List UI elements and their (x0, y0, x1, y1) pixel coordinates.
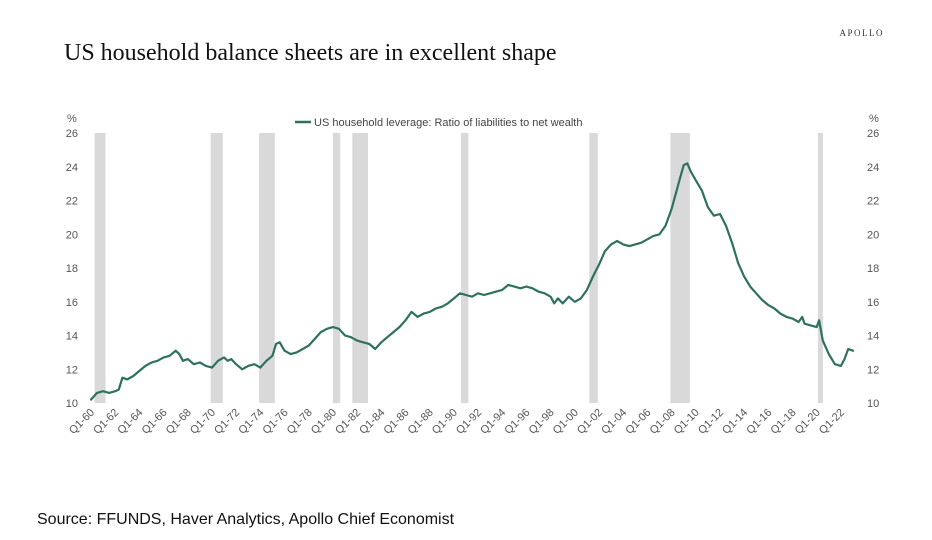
x-tick-label: Q1-08 (648, 407, 678, 437)
x-tick-label: Q1-76 (261, 407, 291, 437)
y-tick-label-left: 16 (66, 297, 78, 309)
axis-ticks: 10 10 12 12 14 14 16 16 18 18 20 20 22 22 24 24 26 26% % Q1… (66, 113, 880, 437)
x-tick-label: Q1-68 (164, 407, 194, 437)
y-tick-label-right: 12 (867, 364, 879, 376)
y-tick-label-right: 10 (867, 398, 879, 410)
x-tick-label: Q1-70 (188, 407, 218, 437)
x-tick-label: Q1-12 (696, 407, 726, 437)
recession-band (210, 133, 223, 403)
y-tick-label-left: 18 (66, 263, 78, 275)
x-tick-label: Q1-20 (793, 407, 823, 437)
y-tick-label-left: 26 (66, 128, 78, 140)
chart-area: 10 10 12 12 14 14 16 16 18 18 20 20 22 22 24 24 26 26% % Q1… (66, 113, 880, 437)
recession-bands (94, 133, 823, 403)
x-tick-label: Q1-04 (599, 407, 629, 437)
x-tick-label: Q1-72 (212, 407, 242, 437)
y-unit-label-right: % (869, 113, 879, 125)
y-tick-label-right: 22 (867, 196, 879, 208)
x-tick-label: Q1-98 (527, 407, 557, 437)
y-tick-label-left: 12 (66, 364, 78, 376)
recession-band (332, 133, 341, 403)
x-tick-label: Q1-62 (91, 407, 121, 437)
x-tick-label: Q1-10 (672, 407, 702, 437)
recession-band (817, 133, 823, 403)
x-tick-label: Q1-16 (744, 407, 774, 437)
y-tick-label-right: 16 (867, 297, 879, 309)
y-tick-label-right: 20 (867, 229, 879, 241)
y-tick-label-left: 24 (66, 162, 78, 174)
recession-band (461, 133, 469, 403)
x-tick-label: Q1-78 (285, 407, 315, 437)
x-tick-label: Q1-96 (502, 407, 532, 437)
x-tick-label: Q1-88 (406, 407, 436, 437)
y-unit-label-left: % (67, 113, 77, 125)
x-tick-label: Q1-82 (333, 407, 363, 437)
x-tick-label: Q1-94 (478, 407, 508, 437)
y-tick-label-left: 14 (66, 331, 78, 343)
recession-band (259, 133, 275, 403)
source-note: Source: FFUNDS, Haver Analytics, Apollo … (37, 511, 455, 528)
x-tick-label: Q1-86 (381, 407, 411, 437)
recession-band (670, 133, 690, 403)
x-tick-label: Q1-92 (454, 407, 484, 437)
x-tick-label: Q1-64 (115, 407, 145, 437)
chart-title: US household balance sheets are in excel… (64, 40, 557, 66)
y-tick-label-left: 22 (66, 196, 78, 208)
x-tick-label: Q1-66 (140, 407, 170, 437)
x-tick-label: Q1-80 (309, 407, 339, 437)
x-tick-label: Q1-02 (575, 407, 605, 437)
x-tick-label: Q1-84 (357, 407, 387, 437)
x-tick-label: Q1-74 (236, 407, 266, 437)
recession-band (94, 133, 106, 403)
y-tick-label-right: 26 (867, 128, 879, 140)
recession-band (352, 133, 368, 403)
y-tick-label-left: 10 (66, 398, 78, 410)
series-line (89, 162, 855, 401)
x-tick-label: Q1-90 (430, 407, 460, 437)
x-tick-label: Q1-14 (720, 407, 750, 437)
x-tick-label: Q1-60 (67, 407, 97, 437)
series-layer (89, 162, 855, 401)
recession-band (589, 133, 598, 403)
x-tick-label: Q1-00 (551, 407, 581, 437)
y-tick-label-left: 20 (66, 229, 78, 241)
brand-logo: APOLLO (839, 28, 884, 38)
y-tick-label-right: 18 (867, 263, 879, 275)
y-tick-label-right: 24 (867, 162, 879, 174)
y-tick-label-right: 14 (867, 331, 879, 343)
x-tick-label: Q1-22 (817, 407, 847, 437)
legend-label: US household leverage: Ratio of liabilit… (314, 117, 582, 129)
legend: US household leverage: Ratio of liabilit… (295, 117, 582, 129)
x-tick-label: Q1-18 (769, 407, 799, 437)
x-tick-label: Q1-06 (623, 407, 653, 437)
